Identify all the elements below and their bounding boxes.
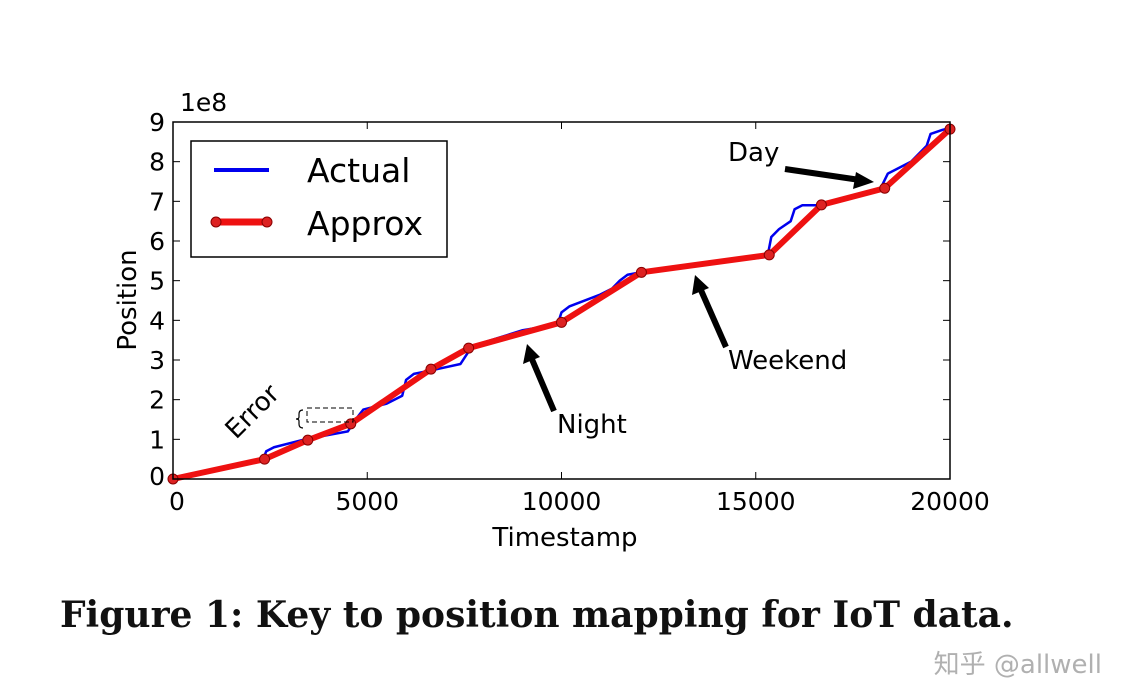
y-scale-label: 1e8 xyxy=(180,88,227,117)
approx-point xyxy=(879,182,891,194)
legend-approx-marker xyxy=(210,216,222,228)
arrow-day xyxy=(784,166,861,183)
annotation-night: Night xyxy=(557,410,627,440)
arrow-night xyxy=(528,355,557,413)
x-tick-label: 10000 xyxy=(522,487,602,516)
x-axis-label: Timestamp xyxy=(491,523,637,553)
error-brace xyxy=(295,409,304,429)
y-tick-label: 9 xyxy=(149,108,165,137)
arrow-weekend-head xyxy=(692,275,709,295)
y-tick-label: 8 xyxy=(149,148,165,177)
approx-point xyxy=(345,418,357,430)
annotation-day: Day xyxy=(728,138,779,168)
annotation-error: Error xyxy=(220,379,286,445)
approx-point xyxy=(635,266,647,278)
y-axis-label: Position xyxy=(113,249,143,350)
plot-area: 0 5000 10000 15000 20000 0 1 2 3 4 5 6 7 8 9 xyxy=(149,108,990,516)
series-approx-line xyxy=(172,126,953,482)
legend: Actual Approx xyxy=(190,140,448,258)
arrow-night-head xyxy=(523,344,540,364)
x-tick-label: 20000 xyxy=(910,487,990,516)
y-tick-label: 1 xyxy=(149,425,165,454)
approx-point xyxy=(463,342,475,354)
x-tick-label: 15000 xyxy=(716,487,796,516)
error-box xyxy=(306,407,354,423)
approx-point xyxy=(259,453,271,465)
y-tick-label: 3 xyxy=(149,346,165,375)
annotation-weekend: Weekend xyxy=(728,346,847,376)
legend-approx-label: Approx xyxy=(307,204,423,243)
y-tick-label: 0 xyxy=(149,462,165,491)
approx-point xyxy=(556,316,567,328)
approx-point xyxy=(763,249,775,261)
approx-point xyxy=(425,363,437,375)
y-tick-label: 7 xyxy=(149,187,165,216)
x-tick-label: 5000 xyxy=(335,487,399,516)
legend-approx-marker xyxy=(261,216,273,228)
arrow-weekend xyxy=(697,286,729,349)
y-tick-label: 4 xyxy=(149,306,165,335)
watermark: 知乎 @allwell xyxy=(933,650,1102,680)
legend-actual-label: Actual xyxy=(307,151,410,190)
approx-point xyxy=(302,434,314,446)
arrow-day-head xyxy=(853,172,874,189)
y-tick-label: 6 xyxy=(149,227,165,256)
y-tick-label: 2 xyxy=(149,386,165,415)
figure-caption: Figure 1: Key to position mapping for Io… xyxy=(60,594,1014,636)
plot-frame xyxy=(172,121,951,480)
y-tick-label: 5 xyxy=(149,267,165,296)
x-tick-label: 0 xyxy=(169,487,185,516)
approx-point xyxy=(815,199,827,211)
